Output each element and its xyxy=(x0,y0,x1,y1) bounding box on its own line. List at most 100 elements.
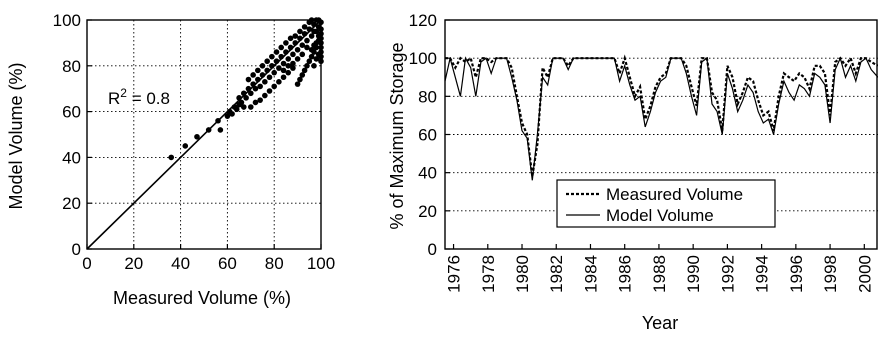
scatter-y-tick-label: 0 xyxy=(72,240,81,259)
scatter-point xyxy=(269,63,275,69)
scatter-point xyxy=(285,63,292,69)
scatter-x-tick-label: 40 xyxy=(171,254,190,273)
scatter-point xyxy=(240,90,247,97)
scatter-point xyxy=(315,51,322,58)
scatter-y-axis-label: Model Volume (%) xyxy=(6,62,26,209)
scatter-point xyxy=(233,106,240,113)
scatter-points xyxy=(168,17,324,161)
scatter-point xyxy=(278,53,285,60)
scatter-tick-marks xyxy=(86,19,322,250)
scatter-point xyxy=(285,69,292,76)
timeseries-panel: 1976 1978 1980 1982 1984 1986 1988 1990 1992 1994… xyxy=(387,11,878,333)
scatter-point xyxy=(271,83,278,90)
scatter-point xyxy=(255,67,261,74)
timeseries-x-tick-label: 1998 xyxy=(821,255,840,293)
scatter-point xyxy=(266,74,273,81)
timeseries-x-tick-label: 1996 xyxy=(787,255,806,293)
scatter-x-tick-label: 60 xyxy=(218,254,237,273)
scatter-point xyxy=(252,99,259,106)
scatter-point xyxy=(304,44,310,51)
legend-model-label: Model Volume xyxy=(606,206,714,225)
scatter-point xyxy=(238,99,245,106)
scatter-point xyxy=(299,51,306,58)
timeseries-tick-marks xyxy=(445,19,865,250)
timeseries-x-tick-label: 1980 xyxy=(513,255,532,293)
scatter-point xyxy=(301,67,308,74)
scatter-x-tick-labels: 0 20 40 60 80 100 xyxy=(82,254,335,273)
scatter-gridlines xyxy=(87,20,321,249)
scatter-point xyxy=(259,63,266,69)
timeseries-x-tick-label: 1988 xyxy=(650,255,669,293)
scatter-point xyxy=(306,26,313,32)
timeseries-y-tick-label: 100 xyxy=(409,49,437,68)
timeseries-x-tick-label: 1976 xyxy=(445,255,464,293)
scatter-point xyxy=(311,21,317,28)
scatter-point xyxy=(308,53,315,60)
scatter-point xyxy=(168,154,175,161)
scatter-point xyxy=(299,42,306,48)
scatter-point xyxy=(315,33,322,39)
timeseries-y-tick-label: 60 xyxy=(418,126,437,145)
scatter-point xyxy=(262,79,268,85)
scatter-point xyxy=(290,65,296,71)
timeseries-x-tick-labels: 1976 1978 1980 1982 1984 1986 1988 1990 1992 1994… xyxy=(445,255,875,293)
scatter-x-tick-label: 20 xyxy=(124,254,143,273)
timeseries-x-tick-label: 1992 xyxy=(718,255,737,293)
scatter-point xyxy=(255,76,261,83)
scatter-point xyxy=(215,117,221,124)
scatter-point xyxy=(301,24,308,30)
legend-box xyxy=(556,179,776,228)
scatter-point xyxy=(297,28,303,35)
scatter-x-tick-label: 80 xyxy=(265,254,284,273)
timeseries-y-axis-label: % of Maximum Storage xyxy=(387,42,407,229)
scatter-point xyxy=(205,127,212,133)
scatter-point xyxy=(290,51,296,58)
scatter-y-tick-label: 80 xyxy=(62,57,81,76)
scatter-point xyxy=(294,46,301,53)
scatter-point xyxy=(294,81,301,87)
scatter-y-tick-label: 100 xyxy=(53,11,81,30)
timeseries-y-tick-label: 20 xyxy=(418,202,437,221)
scatter-y-tick-label: 40 xyxy=(62,148,81,167)
scatter-point xyxy=(269,53,275,60)
scatter-point xyxy=(229,111,235,117)
scatter-axes-frame xyxy=(86,19,322,250)
scatter-point xyxy=(304,63,310,69)
scatter-point xyxy=(280,67,287,74)
scatter-point xyxy=(290,60,296,67)
timeseries-y-tick-label: 40 xyxy=(418,164,437,183)
scatter-point xyxy=(313,56,320,62)
scatter-point xyxy=(236,95,242,101)
scatter-point xyxy=(259,72,266,78)
timeseries-x-tick-label: 1986 xyxy=(616,255,635,293)
scatter-point xyxy=(264,58,270,65)
scatter-y-tick-label: 60 xyxy=(62,103,81,122)
timeseries-x-tick-label: 1982 xyxy=(547,255,566,293)
scatter-point xyxy=(245,85,252,92)
timeseries-x-tick-label: 1990 xyxy=(684,255,703,293)
scatter-y-tick-labels: 0 20 40 60 80 100 xyxy=(53,11,81,259)
legend: Measured Volume Model Volume xyxy=(556,179,776,228)
scatter-point xyxy=(271,69,278,76)
scatter-point xyxy=(250,72,256,78)
scatter-point xyxy=(248,90,254,97)
timeseries-x-tick-label: 1984 xyxy=(581,255,600,293)
timeseries-y-tick-label: 120 xyxy=(409,11,437,30)
scatter-point xyxy=(297,76,303,83)
scatter-point xyxy=(194,133,200,140)
timeseries-x-tick-label: 2000 xyxy=(855,255,874,293)
scatter-point xyxy=(292,40,299,46)
scatter-panel: 0 20 40 60 80 100 0 20 40 60 80 100 R2 = 0.8 Measu… xyxy=(6,11,335,308)
r-squared-prefix: R xyxy=(108,89,120,108)
scatter-point xyxy=(297,35,303,42)
scatter-point xyxy=(311,28,317,35)
scatter-point xyxy=(248,104,254,110)
scatter-x-axis-label: Measured Volume (%) xyxy=(113,288,291,308)
scatter-point xyxy=(257,83,263,90)
scatter-y-tick-label: 20 xyxy=(62,194,81,213)
scatter-x-tick-label: 0 xyxy=(82,254,91,273)
scatter-point xyxy=(285,56,292,62)
scatter-point xyxy=(264,67,270,74)
scatter-point xyxy=(276,79,282,85)
